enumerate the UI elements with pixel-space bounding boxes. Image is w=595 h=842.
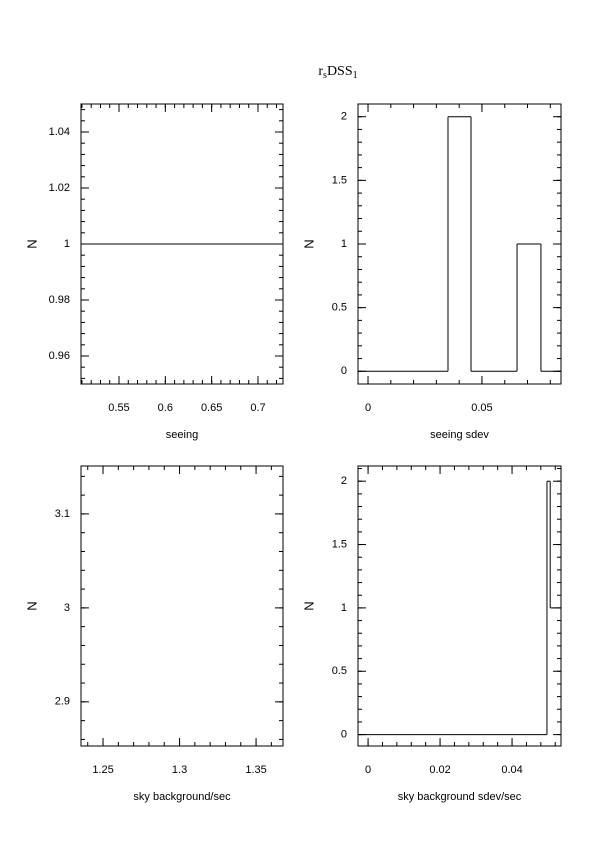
page-title: rsDSS1 <box>318 64 357 81</box>
y-axis-label: N <box>24 239 39 248</box>
plot-frame <box>80 465 284 747</box>
y-axis-label: N <box>24 601 39 610</box>
title-subscript: 1 <box>353 70 358 81</box>
x-tick-label: 0.02 <box>429 764 450 776</box>
y-tick-label: 1 <box>341 602 347 614</box>
x-tick-label: 0 <box>365 402 371 414</box>
x-tick-label: 0.04 <box>501 764 522 776</box>
y-tick-label: 2 <box>341 475 347 487</box>
y-tick-label: 2 <box>341 111 347 123</box>
y-tick-label: 3.1 <box>55 508 70 520</box>
y-axis-label: N <box>301 239 316 248</box>
plot-frame <box>357 465 562 747</box>
y-tick-label: 3 <box>64 602 70 614</box>
x-axis-label: seeing sdev <box>430 429 489 441</box>
title-part: DSS <box>327 64 353 79</box>
x-tick-label: 0.6 <box>158 402 173 414</box>
y-tick-label: 1.5 <box>332 538 347 550</box>
y-tick-label: 1.04 <box>49 126 70 138</box>
title-subscript: s <box>323 70 327 81</box>
x-axis-label: seeing <box>166 429 198 441</box>
y-tick-label: 0.98 <box>49 294 70 306</box>
y-tick-label: 1 <box>341 238 347 250</box>
x-tick-label: 0.7 <box>250 402 265 414</box>
y-axis-label: N <box>301 601 316 610</box>
title-part: r <box>318 64 323 79</box>
y-tick-label: 0.5 <box>332 665 347 677</box>
y-tick-label: 1.5 <box>332 174 347 186</box>
x-tick-label: 1.25 <box>92 764 113 776</box>
y-tick-label: 0.5 <box>332 302 347 314</box>
y-tick-label: 1 <box>64 238 70 250</box>
y-tick-label: 1.02 <box>49 182 70 194</box>
y-tick-label: 0 <box>341 365 347 377</box>
x-tick-label: 0 <box>365 764 371 776</box>
x-tick-label: 0.05 <box>471 402 492 414</box>
x-tick-label: 1.3 <box>172 764 187 776</box>
y-tick-label: 0.96 <box>49 350 70 362</box>
x-tick-label: 0.55 <box>108 402 129 414</box>
y-tick-label: 2.9 <box>55 696 70 708</box>
y-tick-label: 0 <box>341 729 347 741</box>
x-axis-label: sky background/sec <box>133 791 231 803</box>
x-axis-label: sky background sdev/sec <box>398 791 522 803</box>
x-tick-label: 0.65 <box>201 402 222 414</box>
x-tick-label: 1.35 <box>245 764 266 776</box>
